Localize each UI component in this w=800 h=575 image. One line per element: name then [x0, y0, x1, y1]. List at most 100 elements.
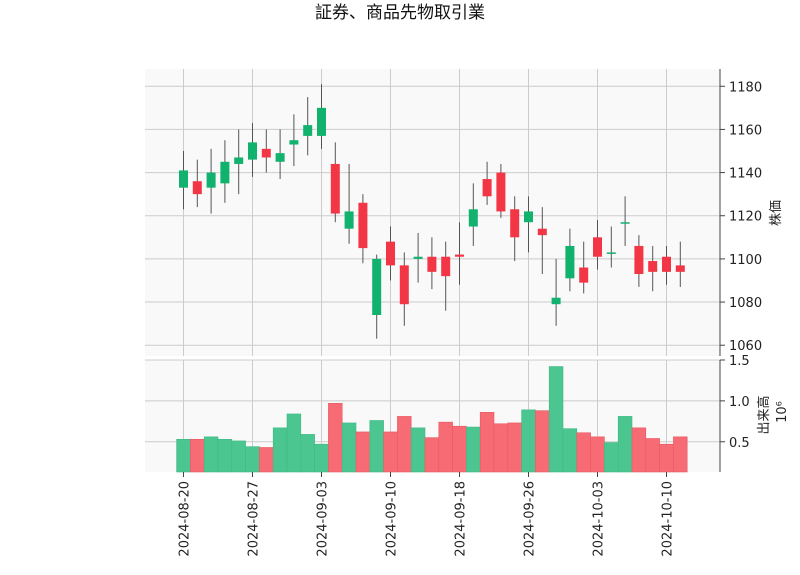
candle — [551, 258, 561, 326]
volume-bar — [341, 422, 357, 473]
candle — [192, 159, 202, 208]
candle — [317, 84, 326, 149]
volume-bar — [259, 447, 274, 473]
candle-body — [441, 256, 451, 277]
candle-body — [551, 297, 561, 305]
candle-body — [386, 241, 395, 266]
candle-body — [468, 209, 478, 227]
candle — [303, 97, 313, 156]
volume-bars — [176, 366, 688, 473]
price-tick-label: 1080 — [729, 296, 762, 311]
candle-body — [358, 202, 368, 249]
candle — [372, 254, 382, 339]
date-tick-label: 2024-09-03 — [316, 481, 331, 557]
candle — [537, 207, 547, 274]
volume-bar — [548, 366, 564, 473]
candle — [634, 235, 644, 287]
volume-bar — [493, 423, 509, 473]
price-tick-label: 1060 — [729, 339, 762, 354]
candle — [386, 226, 395, 281]
date-tick-label: 2024-08-27 — [247, 481, 262, 557]
candle-body — [579, 267, 589, 283]
candle — [510, 196, 520, 262]
volume-bar — [562, 428, 578, 473]
candle-body — [344, 211, 354, 229]
candle — [248, 122, 257, 177]
candle-body — [565, 245, 575, 279]
price-tick-label: 1100 — [729, 253, 762, 268]
candle — [662, 245, 671, 285]
date-tick-label: 2024-10-03 — [592, 481, 607, 557]
candle-body — [303, 125, 313, 136]
candle-body — [620, 222, 630, 224]
volume-bar — [355, 431, 371, 473]
volume-bar — [369, 420, 384, 473]
candle-body — [648, 261, 658, 272]
volume-bar — [300, 434, 315, 473]
date-tick-label: 2024-09-18 — [454, 481, 469, 557]
price-axis-title: 株価 — [769, 200, 784, 226]
candle — [358, 194, 368, 264]
candle-body — [482, 179, 492, 197]
volume-bar — [383, 431, 398, 473]
price-panel-background — [145, 69, 720, 356]
candle-body — [537, 228, 547, 236]
candle-body — [317, 107, 326, 136]
candle-body — [496, 172, 506, 212]
volume-bar — [410, 427, 426, 473]
price-tick-label: 1180 — [729, 80, 762, 95]
candle-body — [261, 148, 271, 158]
volume-bar — [245, 446, 260, 473]
candle — [234, 129, 244, 195]
price-tick-label: 1140 — [729, 167, 762, 182]
chart-title: 証券、商品先物取引業 — [315, 3, 485, 23]
volume-bar — [659, 443, 674, 473]
volume-bar — [272, 427, 288, 473]
candle-body — [275, 153, 285, 162]
candle — [427, 237, 437, 290]
candle-body — [399, 265, 409, 305]
candle-body — [510, 209, 520, 238]
volume-tick-label: 1.0 — [729, 395, 750, 410]
candle — [179, 151, 188, 210]
volume-bar — [438, 421, 453, 473]
volume-bar — [590, 436, 605, 473]
volume-bar — [521, 409, 536, 473]
candle-body — [634, 245, 644, 274]
volume-axis-ticks: 0.5 1.0 1.5 — [720, 354, 750, 451]
candles — [179, 84, 685, 339]
candle-body — [413, 256, 423, 259]
candle — [399, 252, 409, 326]
date-tick-label: 2024-09-10 — [385, 481, 400, 557]
candle — [496, 163, 506, 218]
candle — [482, 161, 492, 205]
volume-bar — [452, 425, 467, 473]
volume-bar — [231, 440, 246, 473]
volume-bar — [479, 412, 495, 473]
candle — [344, 163, 354, 244]
volume-bar — [645, 438, 660, 473]
candle-body — [248, 142, 257, 160]
candle — [565, 228, 575, 292]
candle — [648, 245, 658, 292]
volume-bar — [286, 413, 302, 473]
volume-bar — [314, 443, 329, 473]
candle — [606, 226, 616, 268]
date-tick-label: 2024-09-26 — [523, 481, 538, 557]
date-tick-label: 2024-08-20 — [178, 481, 193, 557]
candle-body — [206, 172, 216, 188]
candle-body — [524, 211, 533, 223]
date-tick-label: 2024-10-10 — [661, 481, 676, 557]
volume-bar — [176, 438, 191, 473]
volume-bar — [535, 410, 550, 473]
candle — [455, 222, 464, 285]
candle — [593, 220, 602, 270]
candle-body — [427, 256, 437, 272]
volume-bar — [424, 437, 440, 473]
candle-body — [455, 254, 464, 257]
volume-bar — [190, 438, 205, 473]
volume-bar — [507, 422, 522, 473]
candle — [275, 129, 285, 180]
candle — [468, 183, 478, 246]
